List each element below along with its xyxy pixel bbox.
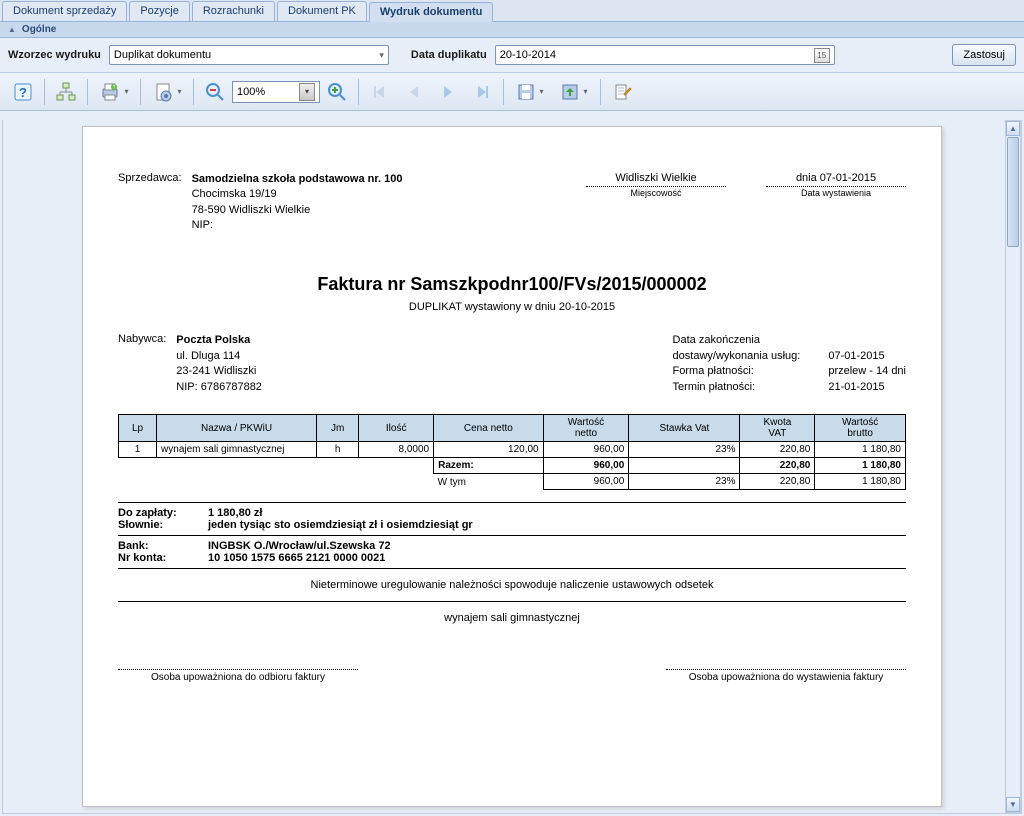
- th-name: Nazwa / PKWiU: [157, 415, 317, 442]
- settings-doc-button[interactable]: ▾: [147, 77, 187, 107]
- payform-label: Forma płatności:: [673, 364, 801, 380]
- tab-dokument-sprzedazy[interactable]: Dokument sprzedaży: [2, 1, 127, 21]
- th-lp: Lp: [119, 415, 157, 442]
- description: wynajem sali gimnastycznej: [118, 602, 906, 634]
- controls-row: Wzorzec wydruku Duplikat dokumentu ▾ Dat…: [0, 38, 1024, 73]
- report-viewer: Sprzedawca: Samodzielna szkoła podstawow…: [2, 120, 1022, 814]
- th-net: Wartość netto: [543, 415, 629, 442]
- completion-value: 07-01-2015: [828, 349, 906, 365]
- scroll-up-icon[interactable]: ▲: [1006, 121, 1020, 136]
- document-tabs: Dokument sprzedaży Pozycje Rozrachunki D…: [0, 0, 1024, 22]
- section-title: Ogólne: [22, 24, 56, 35]
- zoom-out-button[interactable]: [200, 77, 230, 107]
- duplicate-date-label: Data duplikatu: [411, 49, 487, 61]
- print-button[interactable]: ? ▾: [94, 77, 134, 107]
- completion-label: Data zakończenia dostawy/wykonania usług…: [673, 333, 801, 365]
- scroll-thumb[interactable]: [1007, 137, 1019, 247]
- template-label: Wzorzec wydruku: [8, 49, 101, 61]
- prev-page-button[interactable]: [399, 77, 429, 107]
- chevron-down-icon: ▾: [299, 83, 315, 101]
- calendar-icon[interactable]: 15: [814, 48, 830, 63]
- due-label: Termin płatności:: [673, 380, 801, 396]
- late-payment-note: Nieterminowe uregulowanie należności spo…: [118, 569, 906, 602]
- th-gross: Wartość brutto: [815, 415, 906, 442]
- place-caption: Miejscowość: [586, 188, 726, 198]
- buyer-addr2: 23-241 Widliszki: [176, 364, 262, 380]
- svg-text:?: ?: [113, 85, 116, 91]
- table-row: 1 wynajem sali gimnastycznej h 8,0000 12…: [119, 442, 906, 458]
- tab-pozycje[interactable]: Pozycje: [129, 1, 190, 21]
- last-page-button[interactable]: [467, 77, 497, 107]
- th-qty: Ilość: [359, 415, 434, 442]
- table-wtym-row: W tym 960,00 23% 220,80 1 180,80: [119, 474, 906, 490]
- vertical-scrollbar[interactable]: ▲ ▼: [1005, 120, 1021, 813]
- zoom-in-button[interactable]: [322, 77, 352, 107]
- payment-summary: Do zapłaty:1 180,80 zł Słownie:jeden tys…: [118, 502, 906, 536]
- duplicate-date-input[interactable]: 20-10-2014 15: [495, 45, 835, 65]
- tab-wydruk-dokumentu[interactable]: Wydruk dokumentu: [369, 2, 493, 22]
- document-subtitle: DUPLIKAT wystawiony w dniu 20-10-2015: [118, 301, 906, 313]
- document-page: Sprzedawca: Samodzielna szkoła podstawow…: [82, 126, 942, 807]
- duplicate-date-value: 20-10-2014: [500, 49, 556, 61]
- seller-nip: NIP:: [192, 218, 403, 233]
- tab-rozrachunki[interactable]: Rozrachunki: [192, 1, 275, 21]
- bank-info: Bank:INGBSK O./Wrocław/ul.Szewska 72 Nr …: [118, 536, 906, 569]
- template-dropdown[interactable]: Duplikat dokumentu ▾: [109, 45, 389, 65]
- edit-doc-button[interactable]: [607, 77, 637, 107]
- seller-addr1: Chocimska 19/19: [192, 187, 403, 202]
- payform-value: przelew - 14 dni: [828, 364, 906, 380]
- items-table: Lp Nazwa / PKWiU Jm Ilość Cena netto War…: [118, 414, 906, 490]
- buyer-label: Nabywca:: [118, 333, 166, 397]
- buyer-nip: NIP: 6786787882: [176, 380, 262, 396]
- place-value: Widliszki Wielkie: [586, 172, 726, 187]
- th-vat: Kwota VAT: [740, 415, 815, 442]
- table-total-row: Razem: 960,00 220,80 1 180,80: [119, 458, 906, 474]
- template-value: Duplikat dokumentu: [114, 49, 211, 61]
- save-button[interactable]: ▾: [510, 77, 550, 107]
- buyer-name: Poczta Polska: [176, 333, 262, 349]
- svg-text:?: ?: [19, 85, 27, 100]
- help-icon[interactable]: ?: [8, 77, 38, 107]
- apply-button[interactable]: Zastosuj: [952, 44, 1016, 66]
- th-rate: Stawka Vat: [629, 415, 740, 442]
- collapse-icon: ▲: [8, 25, 16, 34]
- buyer-addr1: ul. Dluga 114: [176, 349, 262, 365]
- seller-label: Sprzedawca:: [118, 172, 182, 234]
- zoom-combo[interactable]: 100% ▾: [232, 81, 320, 103]
- issue-date: dnia 07-01-2015: [766, 172, 906, 187]
- sig-right: Osoba upoważniona do wystawienia faktury: [666, 669, 906, 683]
- export-button[interactable]: ▾: [554, 77, 594, 107]
- seller-addr2: 78-590 Widliszki Wielkie: [192, 203, 403, 218]
- document-title: Faktura nr Samszkpodnr100/FVs/2015/00000…: [118, 274, 906, 295]
- tab-dokument-pk[interactable]: Dokument PK: [277, 1, 367, 21]
- issue-caption: Data wystawienia: [766, 188, 906, 198]
- next-page-button[interactable]: [433, 77, 463, 107]
- th-price: Cena netto: [434, 415, 544, 442]
- sig-left: Osoba upoważniona do odbioru faktury: [118, 669, 358, 683]
- report-toolbar: ? ? ▾ ▾ 100% ▾ ▾ ▾: [0, 73, 1024, 111]
- due-value: 21-01-2015: [828, 380, 906, 396]
- zoom-value: 100%: [237, 86, 265, 98]
- section-ogolne[interactable]: ▲ Ogólne: [0, 22, 1024, 38]
- th-jm: Jm: [317, 415, 359, 442]
- seller-name: Samodzielna szkoła podstawowa nr. 100: [192, 172, 403, 187]
- scroll-down-icon[interactable]: ▼: [1006, 797, 1020, 812]
- chevron-down-icon: ▾: [379, 50, 384, 61]
- first-page-button[interactable]: [365, 77, 395, 107]
- tree-icon[interactable]: [51, 77, 81, 107]
